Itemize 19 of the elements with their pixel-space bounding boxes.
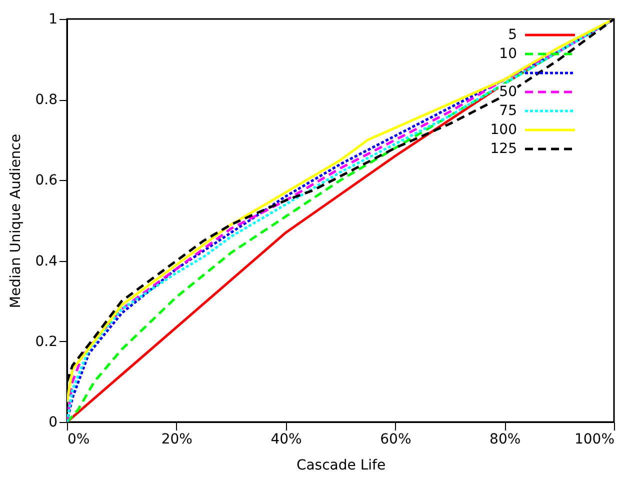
y-tick-label: 0.6	[35, 172, 58, 189]
y-axis-title: Median Unique Audience	[8, 134, 24, 308]
y-tick-label: 0.4	[35, 253, 58, 270]
x-tick-label: 40%	[270, 432, 302, 448]
y-tick-label: 1	[48, 12, 58, 28]
legend-label: 5	[508, 27, 517, 43]
x-tick-label: 100%	[574, 432, 614, 448]
legend-label: 75	[499, 103, 517, 119]
x-tick-label: 60%	[380, 432, 412, 448]
y-tick-label: 0.2	[35, 334, 58, 350]
legend-label: 125	[490, 141, 517, 157]
x-axis-title: Cascade Life	[296, 458, 386, 474]
x-tick-label: 0%	[68, 432, 90, 448]
y-tick-label: 0	[48, 414, 58, 430]
y-tick-label: 0.8	[35, 92, 58, 108]
legend-label: 10	[499, 46, 517, 62]
x-tick-label: 80%	[490, 432, 521, 448]
legend-label: 100	[490, 122, 517, 138]
x-tick-label: 20%	[161, 432, 192, 448]
